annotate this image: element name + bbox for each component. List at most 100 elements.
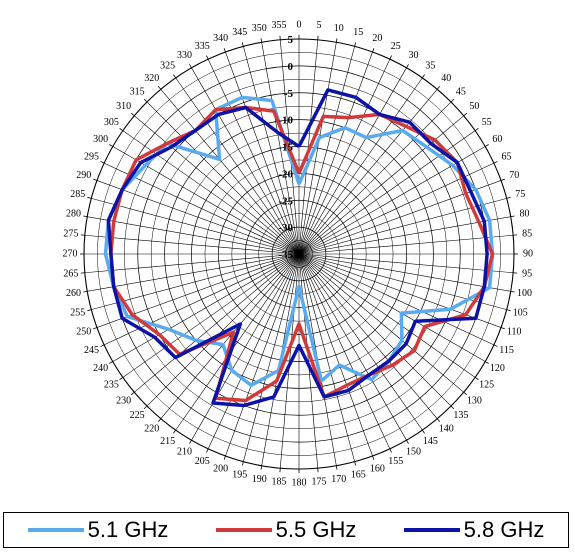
grid-spoke [298,180,502,255]
legend-swatch-5-8-ghz [403,528,460,532]
tick-mark [354,461,357,466]
tick-mark [130,391,135,396]
grid-spoke [207,59,300,255]
tick-mark [354,42,357,47]
angle-tick-label: 120 [490,363,505,374]
angle-tick-label: 90 [523,248,533,259]
grid-spoke [225,253,300,457]
angle-tick-label: 195 [232,469,247,480]
tick-mark [189,439,192,444]
grid-spoke [160,253,300,419]
tick-mark [100,161,105,164]
grid-spoke [243,46,300,255]
tick-mark [421,74,425,79]
angle-tick-label: 75 [515,189,525,200]
grid-spoke [175,253,300,431]
grid-spoke [298,101,452,255]
angle-tick-label: 190 [252,474,267,485]
angle-tick-label: 310 [116,101,131,112]
angle-tick-label: 340 [213,33,228,44]
angle-tick-label: 275 [63,228,78,239]
grid-spoke [261,42,300,255]
angle-tick-label: 260 [66,288,81,299]
angle-tick-label: 280 [66,209,81,220]
legend-label: 5.8 GHz [463,517,545,542]
grid-spoke [104,253,300,346]
grid-spoke [298,234,514,255]
angle-tick-label: 20 [372,33,382,44]
angle-tick-label: 115 [499,345,514,356]
angle-tick-label: 245 [84,345,99,356]
angle-tick-label: 40 [441,73,451,84]
grid-spoke [298,46,355,255]
angle-tick-label: 200 [213,463,228,474]
tick-mark [474,128,479,132]
tick-mark [335,465,338,470]
grid-spoke [298,253,407,441]
angle-tick-label: 60 [492,134,502,145]
angle-tick-label: 10 [334,23,344,34]
angle-tick-label: 250 [76,327,91,338]
tick-mark [372,455,375,460]
angle-tick-label: 170 [331,474,346,485]
tick-mark [83,290,88,293]
tick-mark [500,327,505,330]
angle-tick-label: 335 [195,41,210,52]
grid-spoke [298,253,452,407]
angle-tick-label: 30 [409,50,419,61]
angle-tick-label: 5 [316,20,321,31]
grid-spoke [298,216,511,255]
angle-tick-label: 295 [84,152,99,163]
angle-tick-label: 130 [467,395,482,406]
tick-mark [130,112,135,117]
radial-tick-labels: 5 0 -5 -10 -15 -20 -25 -30 -35 [278,34,293,261]
grid-spoke [225,51,300,255]
tick-mark [260,465,263,470]
angle-tick-label: 305 [104,117,119,128]
angle-tick-label: 290 [76,170,91,181]
grid-spoke [146,101,300,255]
tick-mark [87,309,92,312]
tick-mark [450,98,455,103]
angle-tick-label: 155 [388,456,403,467]
tick-mark [493,161,498,164]
tick-mark [389,55,392,60]
angular-grid [80,35,518,473]
grid-spoke [298,253,391,449]
grid-spoke [298,253,514,274]
grid-spoke [146,253,300,407]
angle-tick-label: 55 [482,117,492,128]
grid-spoke [134,115,300,255]
angle-tick-label: 240 [93,363,108,374]
grid-spoke [298,253,438,419]
angle-tick-label: 315 [130,86,145,97]
tick-mark [100,344,105,347]
angle-tick-label: 180 [292,477,307,488]
tick-mark [87,196,92,199]
tick-mark [406,64,409,69]
angle-tick-label: 355 [272,20,287,31]
grid-spoke [298,253,355,462]
grid-spoke [298,59,391,255]
grid-spoke [87,253,300,292]
angle-tick-label: 110 [507,327,522,338]
grid-spoke [298,253,511,292]
tick-mark [372,48,375,53]
angle-tick-label: 300 [93,134,108,145]
tick-mark [474,376,479,380]
tick-mark [83,215,88,218]
tick-mark [173,74,177,79]
angle-tick-label: 160 [370,463,385,474]
tick-mark [510,290,515,293]
tick-mark [206,448,209,453]
grid-spoke [298,253,476,378]
tick-mark [223,48,226,53]
tick-mark [260,38,263,43]
tick-mark [143,405,148,410]
grid-spoke [298,253,507,310]
angle-tick-label: 25 [391,41,401,52]
radial-tick-label: -15 [278,142,293,154]
angle-tick-label: 135 [453,410,468,421]
tick-mark [109,144,114,147]
tick-mark [506,309,511,312]
